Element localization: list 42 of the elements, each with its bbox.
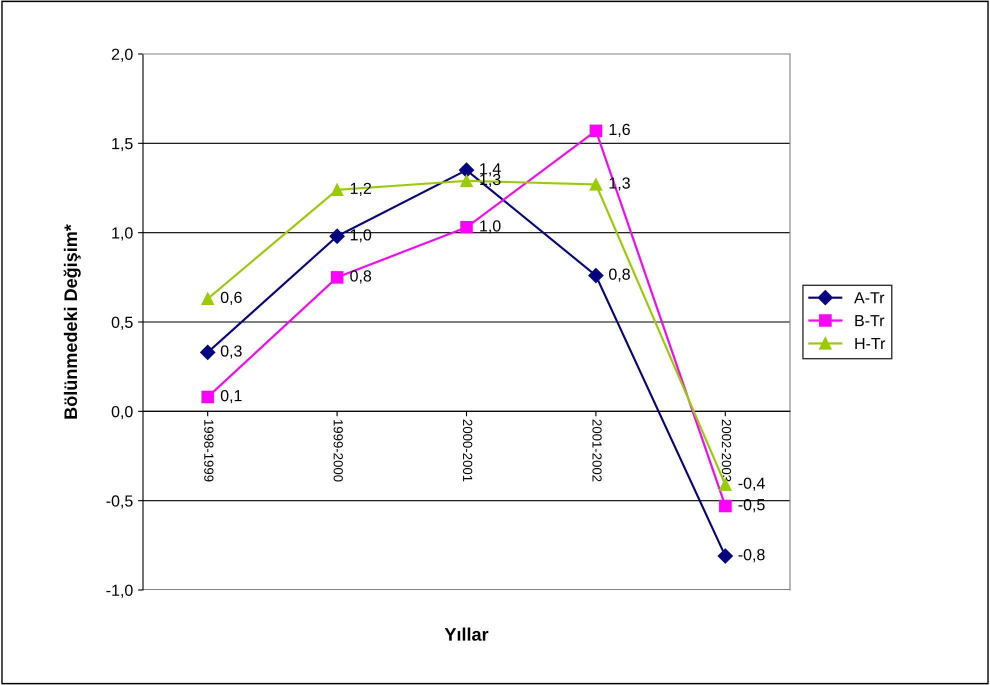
point (201, 390, 214, 404)
point (458, 162, 474, 178)
y-tick-label: 2,0 (112, 48, 133, 62)
point (330, 228, 345, 244)
x-tick-label: 2000-2001 (462, 420, 472, 482)
data-label: 0,8 (350, 270, 372, 284)
x-tick-label: 2001-2002 (592, 420, 602, 482)
point (330, 184, 344, 196)
data-label: -0,4 (738, 478, 765, 491)
data-label: 1,0 (350, 229, 372, 242)
legend-label: A-Tr (854, 292, 884, 304)
point (719, 500, 732, 512)
point (590, 124, 602, 138)
y-tick-label: 0,5 (112, 316, 133, 330)
point (460, 174, 473, 188)
data-label: 0,1 (220, 390, 242, 404)
point (590, 178, 602, 191)
data-label: 1,6 (610, 124, 630, 137)
y-axis-title: Bölünmedeki Değişim* (64, 224, 81, 419)
point (201, 292, 214, 306)
data-label: 0,8 (609, 268, 630, 282)
point (200, 344, 216, 360)
data-label: -0,5 (738, 499, 765, 512)
x-tick-label: 1998-1999 (204, 420, 214, 482)
legend-label: B-Tr (855, 315, 884, 326)
data-label: -0,8 (738, 549, 765, 562)
point (718, 548, 733, 564)
x-tick-label: 1999-2000 (334, 420, 343, 482)
y-tick-label: 1,5 (112, 138, 133, 152)
point (588, 268, 604, 284)
y-tick-label: 1,0 (112, 227, 133, 240)
data-label: 0,3 (220, 345, 242, 359)
legend-label: H-Tr (855, 338, 886, 350)
x-axis-title: Yıllar (444, 628, 488, 641)
point (460, 221, 473, 234)
x-tick-label: 2002-2003 (722, 420, 732, 482)
y-tick-label: 0,0 (112, 406, 133, 420)
y-tick-label: -0,5 (106, 495, 133, 508)
point (330, 271, 344, 284)
y-tick-label: -1,0 (106, 584, 133, 598)
data-label: 1,0 (480, 220, 501, 234)
data-label: 0,6 (220, 292, 242, 305)
